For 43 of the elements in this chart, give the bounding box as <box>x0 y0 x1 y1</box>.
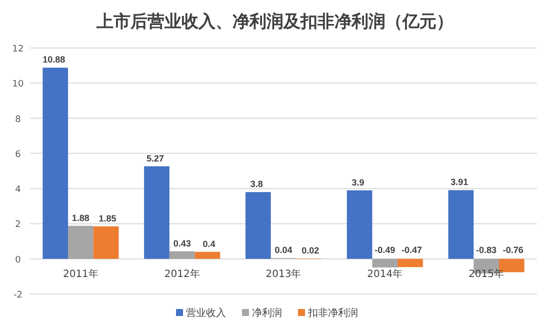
data-label: 0.02 <box>302 246 320 256</box>
data-label: 1.88 <box>72 212 90 223</box>
data-label: -0.49 <box>374 244 396 255</box>
data-label: 3.9 <box>352 177 364 188</box>
y-tick-label: 8 <box>15 114 22 125</box>
data-label: 1.85 <box>98 213 116 224</box>
bar <box>194 252 220 259</box>
data-label: -0.83 <box>476 244 497 255</box>
x-tick-label: 2014年 <box>367 268 403 280</box>
data-label: 0.04 <box>274 245 292 256</box>
data-label: 3.8 <box>250 179 263 190</box>
legend-label: 扣非净利润 <box>307 307 358 319</box>
bar <box>245 192 271 259</box>
legend-label: 营业收入 <box>186 307 226 319</box>
data-label: 5.27 <box>146 153 164 164</box>
x-tick-label: 2015年 <box>468 268 504 280</box>
y-tick-label: 0 <box>15 255 22 266</box>
x-tick-label: 2013年 <box>266 268 302 280</box>
bar <box>144 166 170 259</box>
legend-label: 净利润 <box>252 307 282 319</box>
bar <box>372 258 398 268</box>
bar <box>68 226 94 259</box>
y-tick-label: 10 <box>12 80 24 90</box>
y-tick-label: 4 <box>15 185 22 196</box>
bar <box>346 190 372 259</box>
y-tick-label: 2 <box>15 220 21 230</box>
data-label: 0.4 <box>202 238 216 249</box>
data-label: -0.76 <box>502 244 524 255</box>
data-label: 10.88 <box>42 54 66 65</box>
y-tick-label: 6 <box>15 150 22 160</box>
bar <box>169 251 195 259</box>
y-tick-label: -2 <box>14 290 22 300</box>
data-label: 3.91 <box>450 177 468 188</box>
x-tick-label: 2012年 <box>164 268 200 280</box>
bar <box>448 190 474 259</box>
chart-title: 上市后营业收入、净利润及扣非净利润（亿元） <box>96 12 454 32</box>
bar <box>42 68 68 259</box>
data-label: -0.47 <box>401 244 422 255</box>
y-tick-label: 12 <box>12 44 24 54</box>
x-tick-label: 2011年 <box>62 268 98 280</box>
bar <box>93 226 119 259</box>
data-label: 0.43 <box>173 238 191 248</box>
bar <box>398 258 423 268</box>
